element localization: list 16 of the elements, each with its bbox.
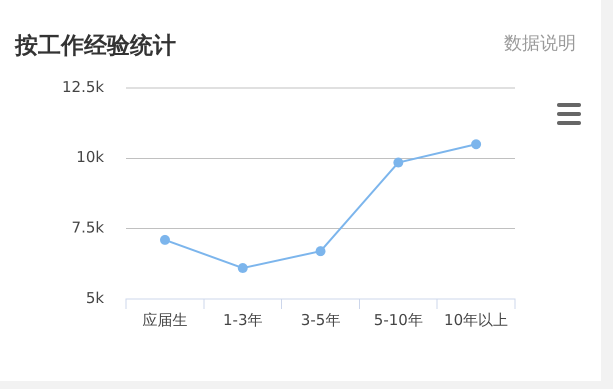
point [160,234,170,245]
point [393,158,404,168]
point [238,263,248,274]
x-tick-label: 10年以上 [444,310,508,329]
y-tick-label: 12.5k [62,78,104,96]
point [316,246,326,256]
text: 数据说明 [504,32,576,55]
y-tick-label: 10k [76,148,104,166]
y-tick-label: 5k [86,288,104,307]
point [471,139,482,150]
y-tick-label: 7.5k [72,218,104,237]
x-tick-label: 5-10年 [374,310,423,329]
x-tick-label: 1-3年 [223,310,263,329]
x-tick-label: 应届生 [142,310,188,329]
x-tick-label: 3-5年 [300,310,340,329]
chart-title: 按工作经验统计 [15,32,176,61]
